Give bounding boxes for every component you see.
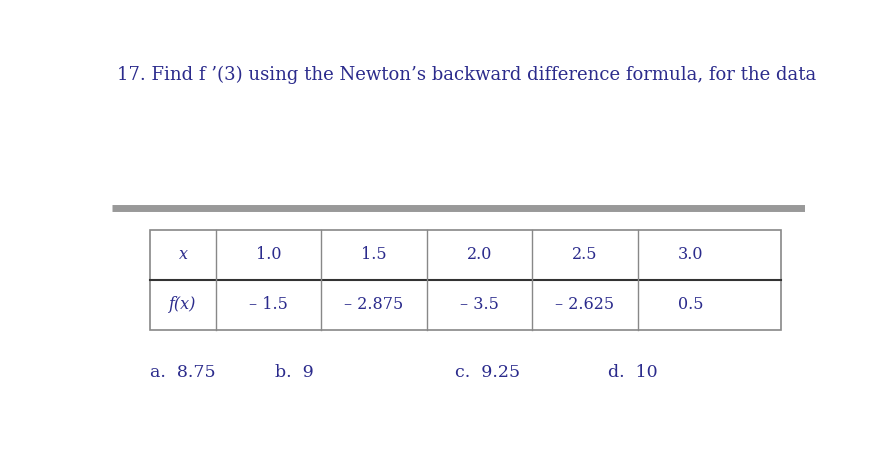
- Text: 1.5: 1.5: [361, 246, 386, 263]
- Text: – 3.5: – 3.5: [460, 296, 498, 313]
- Text: c.  9.25: c. 9.25: [455, 364, 519, 381]
- Text: 2.0: 2.0: [467, 246, 492, 263]
- Text: d.  10: d. 10: [607, 364, 657, 381]
- Text: x: x: [178, 246, 187, 263]
- Bar: [150, 229, 780, 330]
- Text: b.  9: b. 9: [274, 364, 313, 381]
- Text: 17. Find f ’(3) using the Newton’s backward difference formula, for the data: 17. Find f ’(3) using the Newton’s backw…: [117, 65, 815, 84]
- Text: 0.5: 0.5: [677, 296, 703, 313]
- Text: a.  8.75: a. 8.75: [150, 364, 215, 381]
- Text: – 2.875: – 2.875: [344, 296, 403, 313]
- Text: 1.0: 1.0: [256, 246, 281, 263]
- Text: 3.0: 3.0: [677, 246, 703, 263]
- Text: – 2.625: – 2.625: [555, 296, 614, 313]
- Text: – 1.5: – 1.5: [249, 296, 288, 313]
- Text: 2.5: 2.5: [571, 246, 597, 263]
- Text: f(x): f(x): [169, 296, 197, 313]
